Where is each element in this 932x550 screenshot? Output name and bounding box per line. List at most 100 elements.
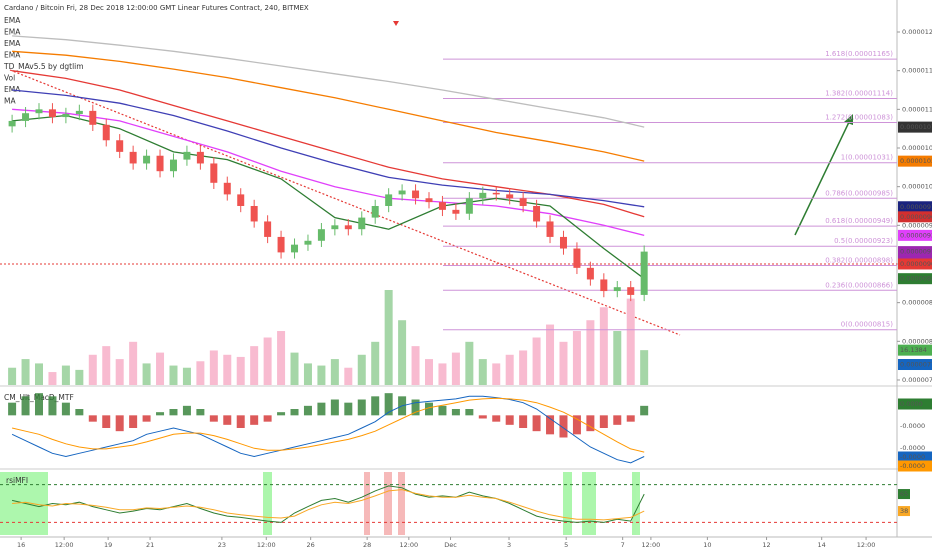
volume-bar: [250, 346, 259, 385]
macd-histogram-bar: [559, 415, 568, 438]
rsi-line: [11, 485, 645, 523]
candle-body: [210, 163, 218, 183]
price-badge: [898, 420, 932, 432]
price-badge-label: 0.00000961: [900, 213, 932, 221]
candle-body: [304, 240, 312, 245]
x-tick-label: 19: [104, 541, 112, 549]
indicator-label: EMA: [4, 28, 21, 37]
candle-body: [398, 190, 406, 195]
volume-bar: [613, 331, 622, 385]
volume-bar: [156, 352, 165, 385]
rsi-highlights: [0, 472, 640, 535]
chart-title: Cardano / Bitcoin Fri, 28 Dec 2018 12:00…: [4, 4, 309, 12]
volume-bar: [451, 352, 460, 385]
volume-bar: [640, 350, 649, 385]
candle-body: [425, 198, 433, 203]
x-tick-label: 16: [17, 541, 25, 549]
price-badge: [898, 359, 932, 371]
macd-histogram-bar: [75, 409, 84, 416]
candle-body: [412, 190, 420, 199]
x-tick-label: 12:00: [257, 541, 276, 549]
candle-body: [62, 113, 70, 118]
indicator-label: Vol: [4, 74, 15, 83]
macd-histogram-bar: [438, 405, 447, 416]
candle-body: [22, 113, 30, 121]
macd-histogram-bar: [196, 409, 205, 416]
x-tick-label: Dec: [444, 541, 457, 549]
macd-histogram-bar: [492, 415, 501, 422]
volume-bar: [626, 298, 635, 385]
highlight: [384, 472, 392, 535]
ema-line: [12, 89, 645, 208]
x-tick-label: 12:00: [55, 541, 74, 549]
arrow: [794, 119, 851, 236]
price-badge-label: 0.00001033: [900, 157, 932, 165]
fib-label: 0.382(0.00000898): [825, 257, 893, 265]
candle-body: [8, 120, 16, 127]
volume-bar: [88, 354, 97, 385]
fib-label: 0.236(0.00000866): [825, 281, 893, 289]
rsi-badge-label: 65: [900, 490, 908, 498]
candle-body: [183, 151, 191, 160]
x-tick-label: 21: [146, 541, 154, 549]
candle-body: [196, 151, 204, 164]
candle-body: [640, 251, 648, 295]
macd-line: [11, 397, 645, 453]
marker: [393, 21, 399, 26]
macd-histogram-bar: [465, 409, 474, 416]
x-tick-label: 23: [218, 541, 226, 549]
macd-histogram-bar: [626, 415, 635, 422]
candle-body: [438, 202, 446, 210]
candle-body: [116, 140, 124, 152]
x-tick-label: 12:00: [857, 541, 876, 549]
price-badge-label: 0.00000900: [900, 260, 932, 268]
macd-histogram-bar: [371, 396, 380, 416]
price-badge: [898, 229, 932, 241]
volume-bar: [519, 350, 528, 385]
volume-bar: [236, 356, 245, 385]
price-badge: [898, 246, 932, 258]
x-tick-label: 12:00: [642, 541, 661, 549]
macd-histogram-bar: [8, 402, 17, 416]
volume-bar: [209, 350, 218, 385]
x-tick-label: 5: [564, 541, 568, 549]
y-tick-label: 0.00000750: [902, 376, 932, 384]
candle-body: [559, 236, 567, 249]
price-badge-label: 16.1384: [900, 346, 927, 354]
price-badge-label: -0.0000: [900, 444, 925, 452]
macd-histogram-bar: [236, 415, 245, 428]
x-tick-label: 12:00: [399, 541, 418, 549]
x-tick-label: 3: [507, 541, 511, 549]
y-tick-label: 0.00000850: [902, 299, 932, 307]
macd-histogram-bar: [519, 415, 528, 428]
volume-bar: [196, 361, 205, 385]
macd-histogram-bar: [169, 409, 178, 416]
volume-bar: [169, 365, 178, 385]
macd-histogram-bar: [277, 412, 286, 416]
price-badge-label: 0.00000881: [900, 275, 932, 283]
candle-body: [586, 267, 594, 280]
volume-bar: [478, 359, 487, 385]
price-badge: [898, 398, 932, 410]
candle-body: [546, 221, 554, 237]
price-badge: [898, 201, 932, 213]
macd-histogram-bar: [182, 405, 191, 416]
candle-body: [573, 248, 581, 268]
volume-bar: [425, 359, 433, 385]
volume-bar: [492, 363, 501, 385]
price-badge: [898, 155, 932, 167]
candle-body: [627, 287, 635, 295]
volume-bar: [465, 341, 474, 385]
y-tick-label: 0.00001150: [902, 67, 932, 75]
volume-bar: [223, 354, 232, 385]
x-tick-label: 12: [762, 541, 770, 549]
price-badge: [898, 442, 932, 454]
macd-histogram-bar: [129, 415, 138, 428]
y-tick-label: 0.00001200: [902, 28, 932, 36]
highlight: [364, 472, 370, 535]
volume-bar: [586, 320, 595, 385]
macd-histogram-bar: [532, 415, 541, 432]
highlight: [632, 472, 640, 535]
candle-body: [237, 194, 245, 206]
pane-title: rsiMFI: [6, 476, 28, 485]
